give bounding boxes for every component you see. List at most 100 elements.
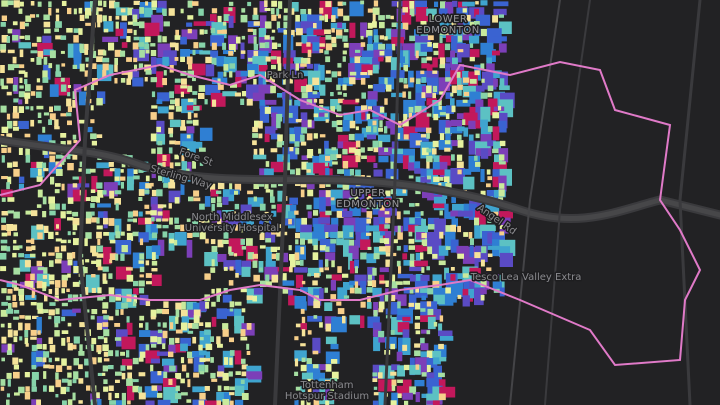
building (390, 295, 396, 302)
building (138, 168, 144, 173)
building (295, 147, 300, 155)
building (469, 56, 475, 62)
building (372, 322, 382, 337)
building (402, 344, 408, 351)
building (48, 196, 55, 204)
building (175, 29, 179, 37)
building (445, 225, 452, 234)
building (186, 148, 190, 152)
building (1, 288, 7, 294)
building (426, 393, 435, 405)
building (294, 21, 301, 32)
building (13, 316, 19, 320)
building (307, 239, 314, 244)
building (384, 211, 390, 215)
building (391, 252, 397, 257)
building (62, 400, 67, 405)
building (0, 309, 8, 317)
building (342, 1, 347, 6)
building (91, 175, 98, 192)
building (426, 98, 437, 106)
building (379, 217, 384, 227)
building (13, 371, 20, 379)
building (12, 224, 18, 231)
building (103, 358, 110, 362)
building (480, 294, 485, 301)
building (326, 274, 333, 279)
building (0, 379, 6, 386)
building (175, 373, 182, 380)
building (331, 7, 339, 19)
building (24, 79, 28, 85)
building (270, 36, 275, 40)
building (360, 22, 367, 38)
building (373, 49, 384, 60)
building (354, 148, 361, 157)
building (487, 217, 492, 223)
building (157, 385, 162, 391)
building (438, 105, 442, 110)
building (0, 239, 8, 244)
building (354, 133, 364, 141)
building (426, 378, 440, 388)
building (139, 238, 144, 246)
building (300, 385, 306, 396)
building (103, 182, 118, 197)
building (187, 330, 194, 334)
building (420, 351, 433, 358)
boundary (0, 60, 702, 367)
building (145, 175, 150, 182)
building (169, 91, 174, 99)
building (372, 7, 380, 15)
building (367, 266, 375, 283)
building (91, 196, 97, 202)
building (300, 238, 305, 245)
building (222, 239, 230, 244)
building (199, 225, 203, 230)
building (193, 98, 197, 105)
building (270, 161, 285, 173)
building (96, 98, 103, 106)
building (72, 211, 79, 217)
building (396, 260, 401, 267)
building (325, 364, 332, 372)
building (120, 351, 125, 356)
building (373, 29, 378, 40)
building (397, 294, 407, 306)
building (498, 161, 506, 165)
building (366, 30, 373, 38)
building (306, 364, 321, 374)
building (295, 260, 302, 266)
building (120, 309, 124, 315)
building (337, 91, 342, 95)
building (0, 253, 7, 260)
building (319, 15, 325, 21)
building (264, 8, 271, 11)
building (390, 120, 397, 135)
building (156, 308, 164, 314)
building (181, 148, 187, 152)
building (31, 386, 37, 392)
building (385, 245, 392, 253)
building (174, 225, 181, 230)
building (102, 273, 107, 282)
building (385, 336, 397, 349)
building (115, 15, 120, 20)
building (169, 119, 181, 128)
building (186, 239, 193, 258)
building (0, 323, 5, 328)
building (307, 92, 320, 99)
building (31, 42, 38, 47)
building (438, 323, 443, 332)
building (349, 71, 357, 76)
building (289, 147, 294, 152)
building (132, 301, 137, 307)
building (306, 392, 313, 398)
building (37, 232, 43, 240)
building (432, 70, 438, 74)
building (241, 91, 247, 97)
building (180, 343, 188, 352)
building (331, 371, 339, 380)
building (373, 84, 385, 93)
building (469, 43, 474, 48)
